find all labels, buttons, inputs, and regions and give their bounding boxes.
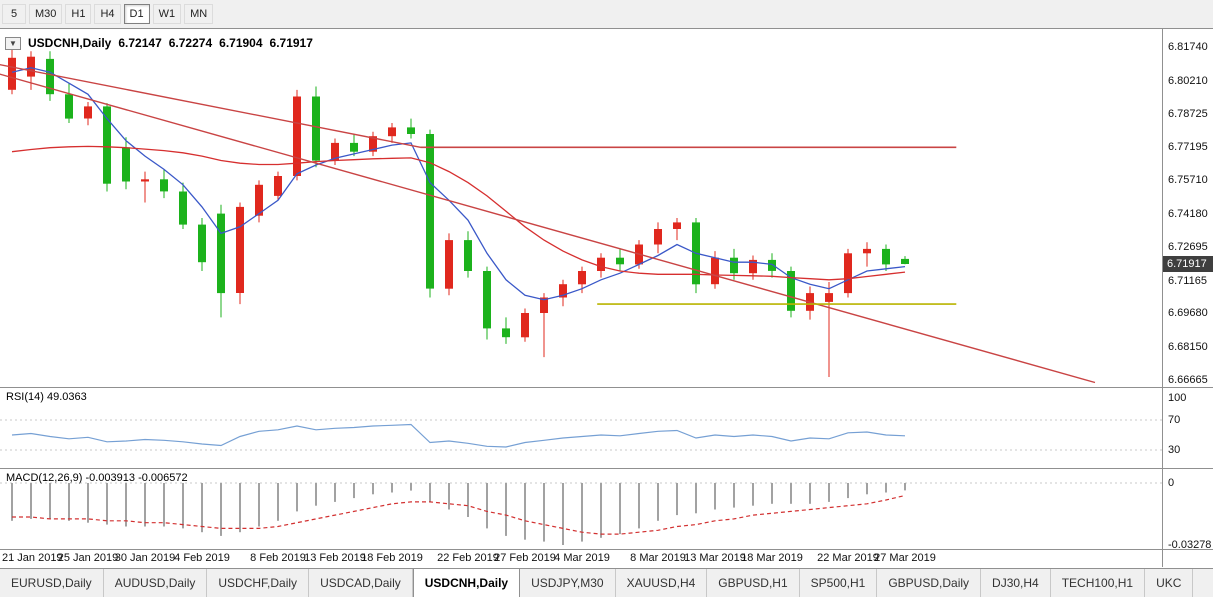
tab-tech100-h1[interactable]: TECH100,H1	[1051, 569, 1146, 597]
date-label: 21 Jan 2019	[2, 552, 63, 564]
date-label: 22 Feb 2019	[437, 552, 499, 564]
date-label: 8 Feb 2019	[250, 552, 306, 564]
collapse-chart-button[interactable]: ▼	[5, 36, 21, 50]
price-axis-label: 6.69680	[1168, 307, 1208, 320]
candlestick-plot[interactable]	[0, 29, 1162, 387]
price-axis-label: 6.75710	[1168, 174, 1208, 187]
triangle-down-icon: ▼	[9, 38, 17, 48]
date-label: 27 Feb 2019	[494, 552, 556, 564]
rsi-axis-label: 70	[1168, 414, 1181, 426]
timeframe-button-m30[interactable]: M30	[29, 4, 63, 24]
macd-panel[interactable]: MACD(12,26,9) -0.003913 -0.006572	[0, 469, 1162, 549]
date-label: 8 Mar 2019	[630, 552, 686, 564]
separator	[0, 387, 1213, 388]
date-label: 18 Feb 2019	[361, 552, 423, 564]
tab-gbpusd-h1[interactable]: GBPUSD,H1	[707, 569, 800, 597]
rsi-axis-label: 30	[1168, 444, 1181, 456]
macd-axis-label: -0.03278	[1168, 539, 1212, 552]
timeframe-button-w1[interactable]: W1	[152, 4, 182, 24]
ohlc-high: 6.72274	[168, 36, 213, 50]
price-axis-label: 6.77195	[1168, 141, 1208, 154]
separator	[0, 549, 1213, 550]
date-label: 25 Jan 2019	[57, 552, 119, 564]
date-label: 22 Mar 2019	[817, 552, 879, 564]
date-axis[interactable]: 21 Jan 2019 25 Jan 2019 30 Jan 2019 4 Feb 2…	[0, 550, 1162, 567]
ohlc-low: 6.71904	[219, 36, 263, 50]
date-label: 13 Feb 2019	[304, 552, 366, 564]
timeframe-button-5[interactable]: 5	[2, 4, 26, 24]
tab-ukc[interactable]: UKC	[1145, 569, 1194, 597]
separator	[1162, 29, 1163, 567]
ohlc-close: 6.71917	[269, 36, 313, 50]
price-axis-label: 6.81740	[1168, 41, 1208, 53]
date-label: 4 Mar 2019	[554, 552, 610, 564]
price-axis-label: 6.80210	[1168, 74, 1208, 87]
rsi-axis-label: 100	[1168, 391, 1187, 404]
macd-plot[interactable]	[0, 469, 1162, 549]
price-axis-label: 6.68150	[1168, 341, 1208, 354]
tab-sp500-h1[interactable]: SP500,H1	[800, 569, 878, 597]
timeframe-button-d1[interactable]: D1	[123, 4, 150, 24]
tab-gbpusd-daily[interactable]: GBPUSD,Daily	[877, 569, 982, 597]
price-axis-label: 6.78725	[1168, 107, 1208, 120]
timeframe-button-mn[interactable]: MN	[184, 4, 214, 24]
separator	[0, 28, 1213, 29]
main-chart-panel[interactable]: ▼ USDCNH,Daily 6.72147 6.72274 6.71904 6…	[0, 29, 1162, 387]
timeframe-button-h1[interactable]: H1	[65, 4, 92, 24]
date-label: 4 Feb 2019	[174, 552, 230, 564]
tab-xauusd-h4[interactable]: XAUUSD,H4	[616, 569, 708, 597]
tab-usdjpy-m30[interactable]: USDJPY,M30	[520, 569, 616, 597]
ohlc-open: 6.72147	[118, 36, 162, 50]
macd-axis-label: 0	[1168, 477, 1175, 489]
price-axis-label: 6.72695	[1168, 240, 1208, 253]
current-price-badge: 6.71917	[1163, 255, 1213, 272]
separator	[0, 468, 1213, 469]
tab-dj30-h4[interactable]: DJ30,H4	[981, 569, 1051, 597]
macd-label: MACD(12,26,9) -0.003913 -0.006572	[6, 472, 188, 484]
rsi-plot[interactable]	[0, 388, 1162, 468]
date-label: 18 Mar 2019	[741, 552, 803, 564]
chart-symbol-period: USDCNH,Daily	[28, 36, 112, 50]
timeframe-toolbar: 5 M30 H1 H4 D1 W1 MN	[0, 0, 1213, 28]
timeframe-button-h4[interactable]: H4	[94, 4, 121, 24]
price-axis[interactable]: 6.81740 6.80210 6.78725 6.77195 6.75710 6.741…	[1163, 29, 1213, 567]
price-axis-label: 6.66665	[1168, 374, 1208, 386]
price-axis-label: 6.71165	[1168, 274, 1207, 287]
date-label: 13 Mar 2019	[684, 552, 746, 564]
symbol-tabbar: EURUSD,Daily AUDUSD,Daily USDCHF,Daily USDC…	[0, 568, 1213, 597]
tab-usdchf-daily[interactable]: USDCHF,Daily	[207, 569, 310, 597]
date-label: 27 Mar 2019	[874, 552, 936, 564]
price-axis-label: 6.74180	[1168, 207, 1208, 220]
rsi-label: RSI(14) 49.0363	[6, 391, 87, 403]
tab-usdcad-daily[interactable]: USDCAD,Daily	[309, 569, 413, 597]
tab-eurusd-daily[interactable]: EURUSD,Daily	[0, 569, 104, 597]
chart-title: ▼ USDCNH,Daily 6.72147 6.72274 6.71904 6…	[5, 36, 313, 50]
rsi-panel[interactable]: RSI(14) 49.0363	[0, 388, 1162, 468]
tab-audusd-daily[interactable]: AUDUSD,Daily	[104, 569, 208, 597]
date-label: 30 Jan 2019	[114, 552, 176, 564]
tab-usdcnh-daily[interactable]: USDCNH,Daily	[412, 569, 521, 597]
